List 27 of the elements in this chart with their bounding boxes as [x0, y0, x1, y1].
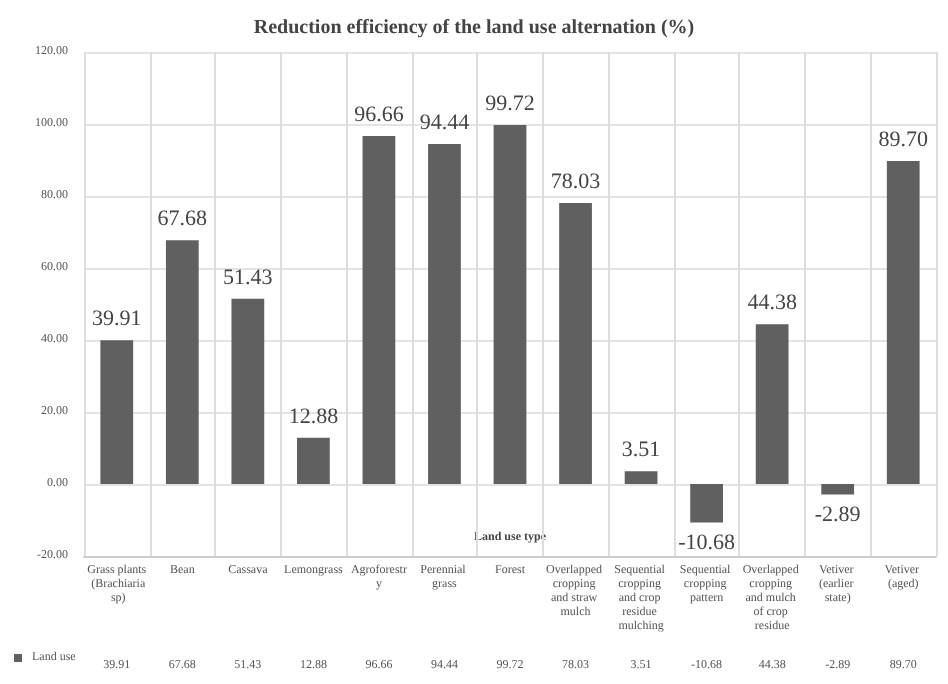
bar — [821, 484, 855, 495]
text: 99.72 — [485, 92, 535, 117]
bar — [755, 324, 789, 484]
bar — [231, 298, 265, 484]
text: -10.68 — [678, 531, 736, 556]
text: 96.66 — [354, 103, 404, 128]
bar — [428, 144, 461, 484]
bar — [886, 161, 920, 484]
bar — [362, 136, 396, 484]
bar — [165, 240, 199, 484]
text: 44.38 — [747, 291, 797, 316]
text: -2.89 — [814, 503, 861, 528]
text: 94.44 — [419, 111, 470, 136]
bar — [690, 484, 723, 523]
text: 78.03 — [550, 170, 601, 195]
text: 51.43 — [223, 265, 273, 290]
text: 89.70 — [878, 128, 928, 153]
bar — [297, 437, 330, 484]
bar — [493, 125, 527, 484]
text: 67.68 — [157, 207, 208, 232]
text: 3.51 — [621, 438, 661, 463]
bar — [559, 203, 592, 484]
text: 12.88 — [288, 404, 339, 429]
text: 39.91 — [92, 307, 142, 332]
bar — [624, 471, 658, 484]
chart-title: Reduction efficiency of the land use alternation (%) — [253, 17, 695, 39]
bar — [100, 340, 134, 484]
